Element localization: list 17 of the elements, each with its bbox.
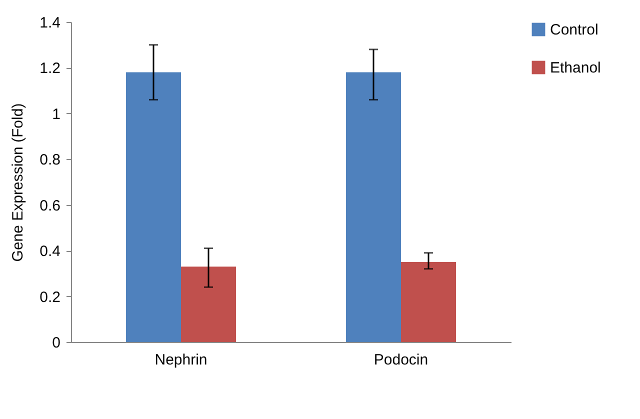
y-tick-label: 1	[52, 106, 60, 123]
legend-label: Ethanol	[550, 60, 601, 76]
y-tick-label: 0.4	[40, 243, 60, 260]
bar	[346, 72, 401, 342]
bar	[181, 266, 236, 342]
y-axis-title: Gene Expression (Fold)	[10, 103, 27, 262]
y-tick-label: 1.2	[40, 60, 60, 78]
x-tick-label: Podocin	[374, 352, 428, 368]
y-tick-label: 0.8	[40, 152, 60, 169]
bar	[401, 262, 456, 342]
y-tick-label: 1.4	[40, 14, 60, 32]
x-tick-label: Nephrin	[154, 352, 208, 368]
legend-label: Control	[550, 22, 598, 38]
y-tick-label: 0.2	[40, 288, 60, 306]
bar	[126, 72, 181, 342]
y-tick-label: 0.6	[40, 197, 60, 214]
y-tick-label: 0	[52, 334, 60, 352]
